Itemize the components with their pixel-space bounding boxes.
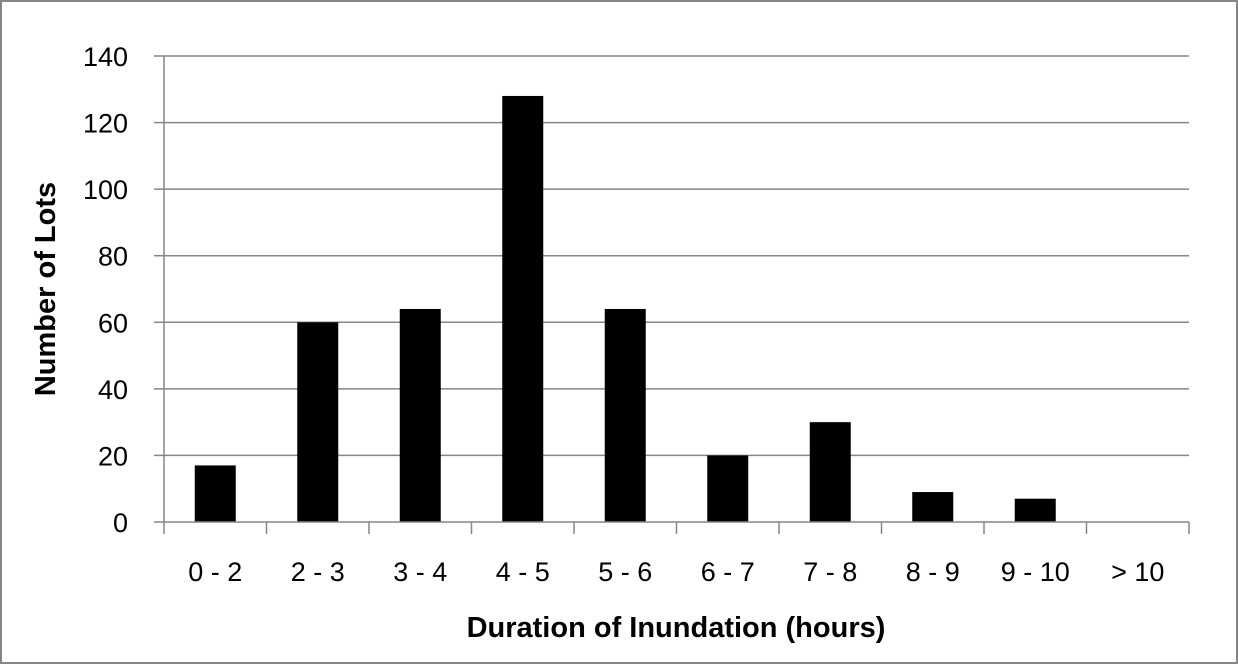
axes: [154, 55, 1190, 534]
y-tick-label: 40: [98, 375, 128, 405]
bars: [194, 95, 1056, 522]
x-tick-label: 7 - 8: [803, 557, 857, 587]
y-tick-labels: 0 20 40 60 80 100 120 140: [83, 42, 128, 538]
x-tick-label: 3 - 4: [393, 557, 447, 587]
bar: [912, 492, 954, 522]
y-axis-title: Number of Lots: [30, 182, 62, 396]
bar: [502, 95, 544, 522]
bar: [194, 465, 236, 522]
y-tick-label: 100: [83, 175, 128, 205]
y-tick-label: 80: [98, 242, 128, 272]
x-tick-label: 8 - 9: [906, 557, 960, 587]
x-tick-label: 4 - 5: [496, 557, 550, 587]
x-tick-label: 9 - 10: [1001, 557, 1070, 587]
bar: [297, 322, 339, 522]
y-tick-label: 60: [98, 308, 128, 338]
x-tick-label: 2 - 3: [291, 557, 345, 587]
y-tick-label: 140: [83, 42, 128, 72]
bar: [604, 308, 646, 522]
bar: [399, 308, 441, 522]
x-tick-label: 0 - 2: [188, 557, 242, 587]
x-axis-title: Duration of Inundation (hours): [467, 612, 886, 644]
y-tick-label: 120: [83, 109, 128, 139]
x-tick-label: > 10: [1111, 557, 1164, 587]
bar: [707, 455, 749, 522]
bar: [809, 422, 851, 522]
x-tick-label: 5 - 6: [598, 557, 652, 587]
x-tick-labels: 0 - 2 2 - 3 3 - 4 4 - 5 5 - 6 6 - 7 7 - 8 8 - 9…: [188, 557, 1164, 587]
x-tick-label: 6 - 7: [701, 557, 755, 587]
y-tick-label: 0: [113, 508, 128, 538]
y-tick-label: 20: [98, 441, 128, 471]
bar: [1014, 498, 1056, 522]
